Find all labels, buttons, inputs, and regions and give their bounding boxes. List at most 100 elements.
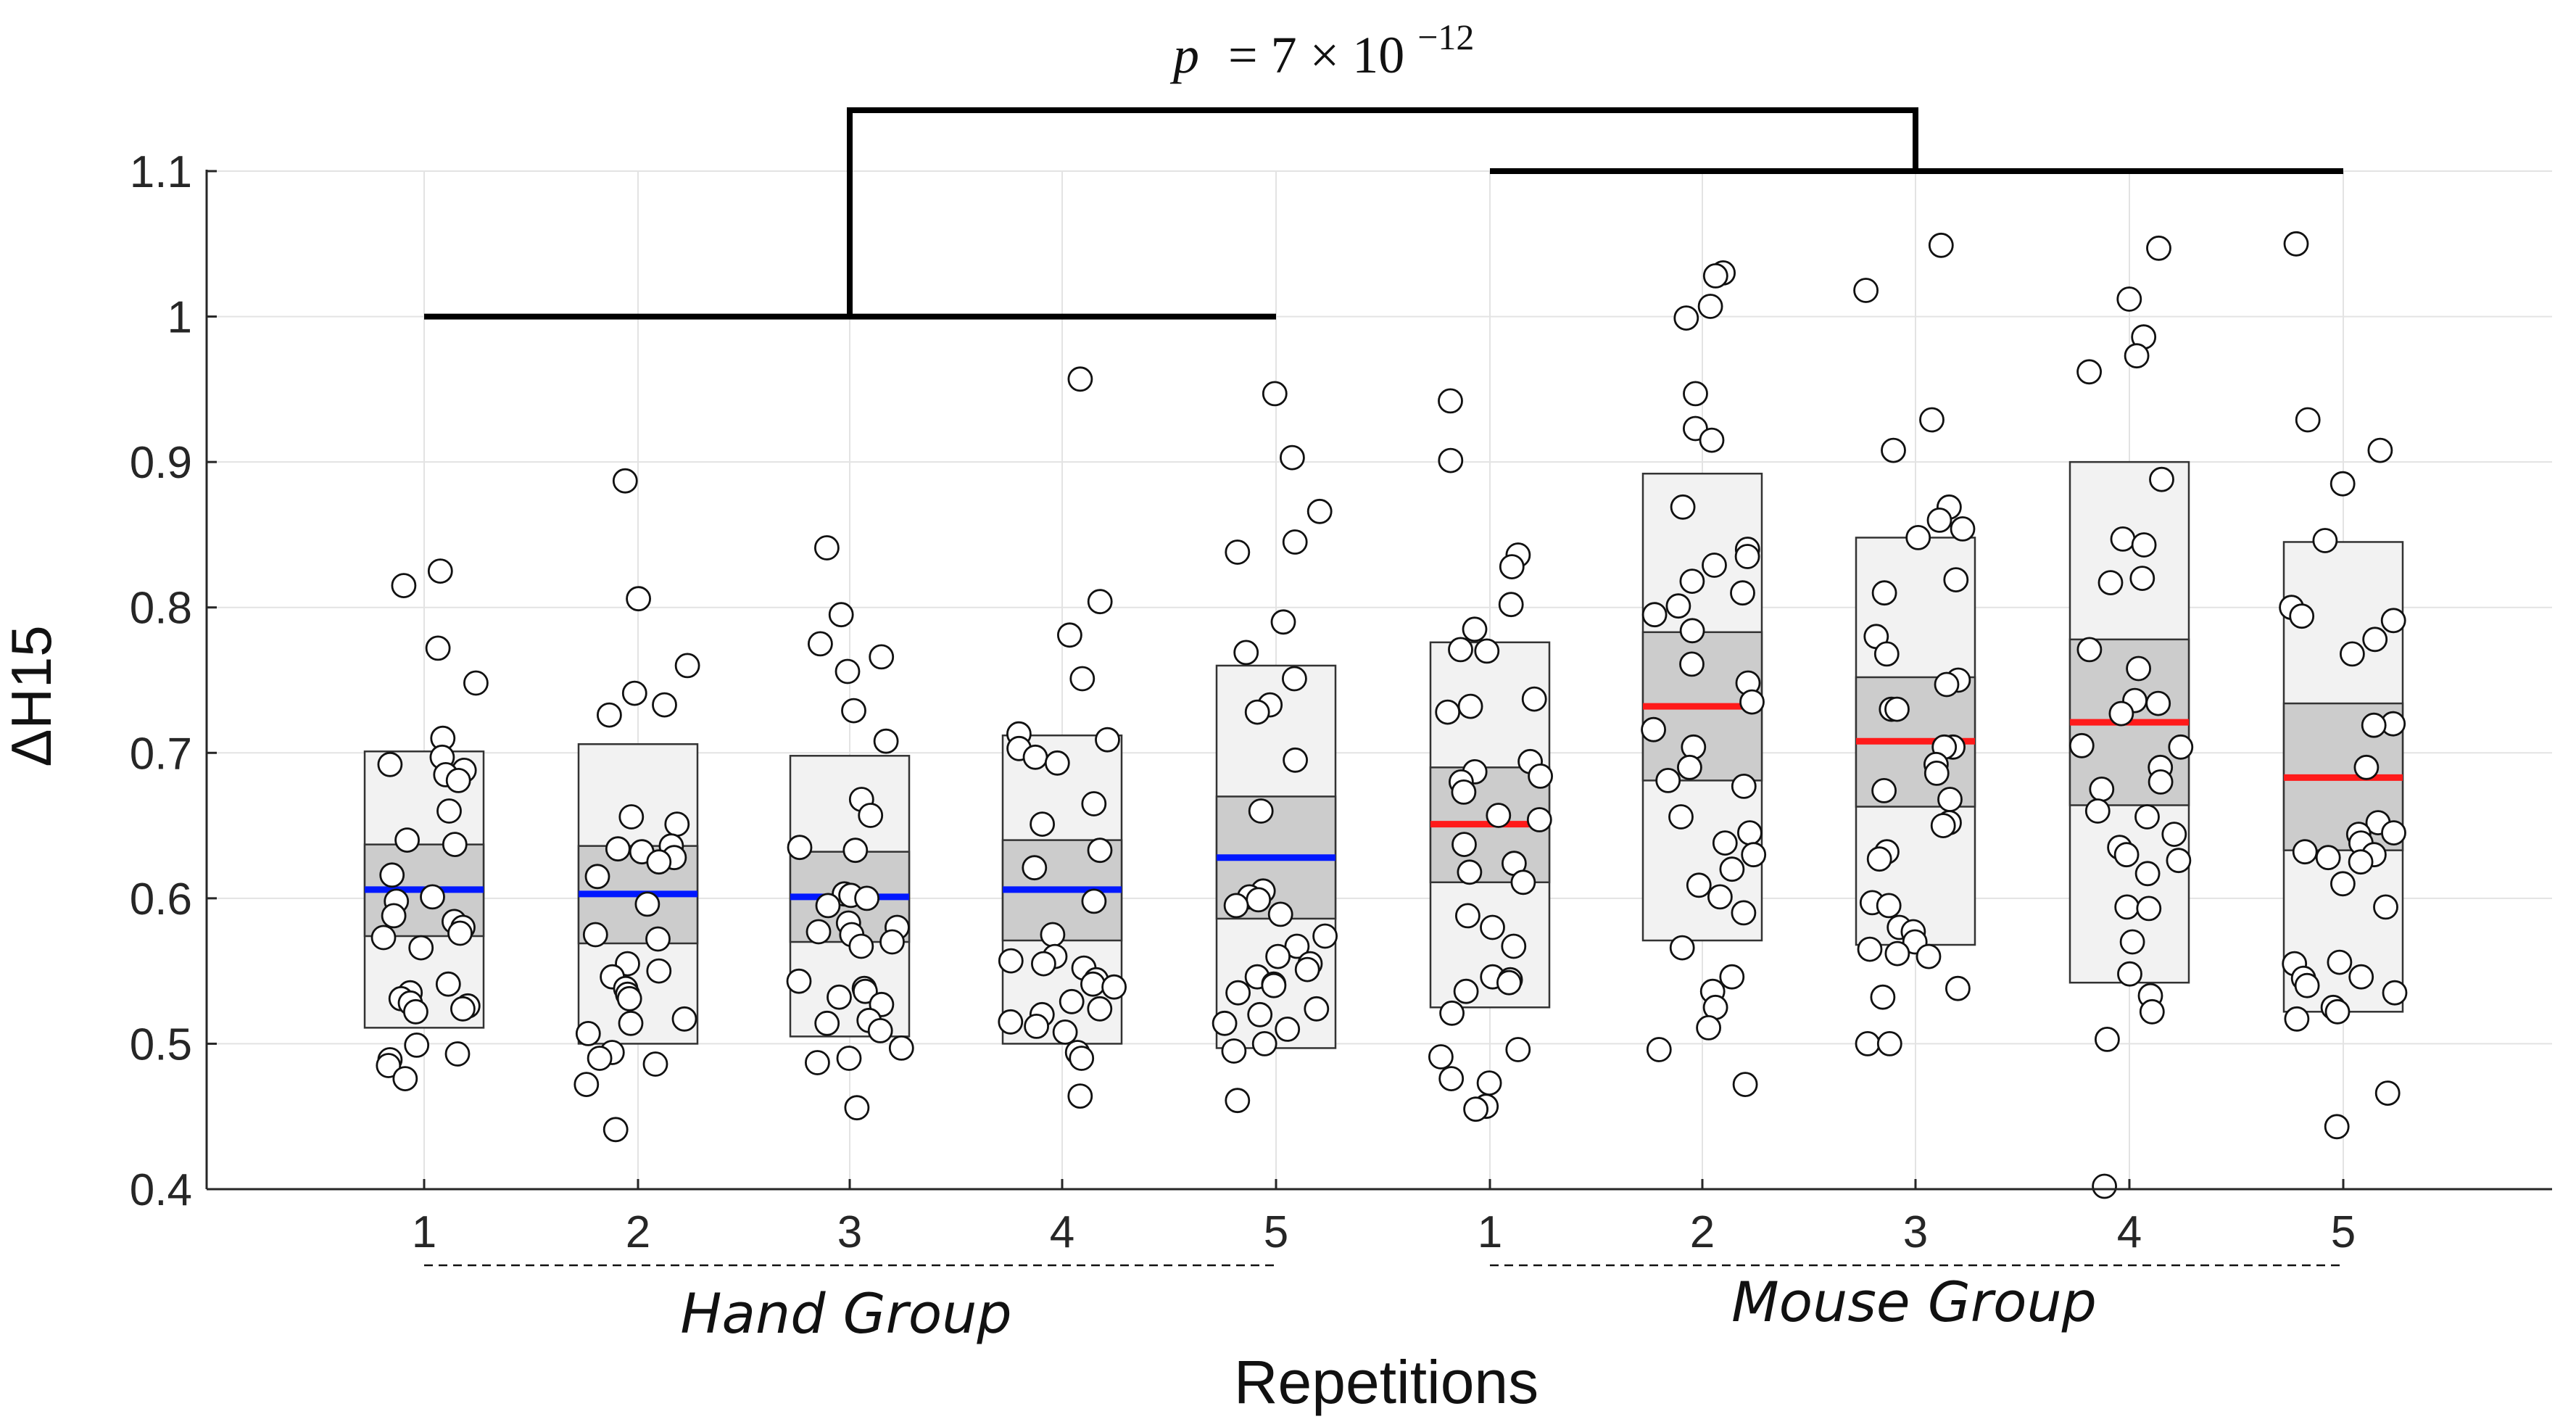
data-point xyxy=(1476,1070,1502,1096)
data-point xyxy=(1669,935,1695,961)
data-point xyxy=(642,1051,668,1077)
y-tick-label: 1.1 xyxy=(130,147,192,197)
data-point xyxy=(2116,286,2142,312)
data-point xyxy=(1641,602,1668,628)
data-point xyxy=(1697,294,1723,319)
data-point xyxy=(1741,842,1767,868)
data-point xyxy=(2134,861,2161,887)
data-point xyxy=(1225,980,1251,1006)
data-point xyxy=(2092,1173,2118,1199)
data-point xyxy=(444,1041,471,1067)
data-point xyxy=(1855,1031,1881,1056)
data-point xyxy=(786,968,812,994)
data-point xyxy=(1455,903,1480,929)
data-point xyxy=(1247,1001,1273,1027)
data-point xyxy=(1251,1031,1277,1056)
data-point xyxy=(873,728,899,754)
y-tick-label: 0.4 xyxy=(130,1165,192,1215)
p-value-exponent: −12 xyxy=(1417,17,1474,57)
data-point xyxy=(587,1046,613,1071)
data-point xyxy=(1462,616,1488,642)
data-point xyxy=(2110,526,2136,552)
gridlines xyxy=(207,170,2552,1190)
data-point xyxy=(1866,846,1892,872)
data-point xyxy=(1480,914,1505,940)
data-point xyxy=(1262,381,1288,407)
data-point xyxy=(1928,232,1954,258)
data-point xyxy=(1022,744,1048,770)
data-point xyxy=(1923,761,1950,786)
data-point xyxy=(853,978,878,1004)
data-point xyxy=(787,835,813,861)
data-point xyxy=(1501,933,1527,959)
data-point xyxy=(1521,686,1547,712)
data-point xyxy=(1095,727,1120,753)
data-point xyxy=(1280,444,1305,471)
data-point xyxy=(1448,637,1473,663)
data-point xyxy=(2146,235,2171,261)
data-point xyxy=(2382,980,2408,1006)
data-point xyxy=(1676,754,1702,780)
data-point xyxy=(1496,969,1522,996)
x-tick-label: 4 xyxy=(1050,1207,1074,1257)
data-point xyxy=(2113,842,2140,868)
y-tick-label: 0.8 xyxy=(130,584,192,634)
data-point xyxy=(1069,1046,1095,1071)
data-point xyxy=(1024,1014,1049,1039)
data-point xyxy=(2295,407,2321,433)
data-point xyxy=(1304,996,1330,1022)
data-point xyxy=(2374,1080,2401,1106)
data-point xyxy=(1730,580,1755,606)
data-point xyxy=(834,658,861,684)
data-point xyxy=(1306,498,1333,524)
data-point xyxy=(1734,544,1760,569)
data-point xyxy=(1876,1031,1902,1056)
data-point xyxy=(404,1033,430,1058)
data-point xyxy=(646,958,672,984)
data-point xyxy=(1857,936,1883,962)
data-point xyxy=(602,1117,629,1143)
data-point xyxy=(436,798,462,824)
data-point xyxy=(394,827,420,853)
data-point xyxy=(1498,592,1524,618)
data-point xyxy=(2136,896,2162,922)
data-point xyxy=(1030,811,1055,837)
x-tick-label: 5 xyxy=(1264,1207,1288,1257)
data-point xyxy=(612,468,638,494)
data-point xyxy=(2367,437,2393,463)
data-point xyxy=(1438,388,1463,414)
data-point xyxy=(582,922,608,948)
data-point xyxy=(879,929,905,955)
data-point xyxy=(1926,508,1952,533)
data-point xyxy=(381,903,407,929)
data-point xyxy=(1499,554,1525,579)
data-point xyxy=(1246,887,1272,913)
data-point xyxy=(605,836,631,862)
data-point xyxy=(2114,894,2140,920)
data-point xyxy=(1022,855,1048,881)
data-points xyxy=(370,231,2408,1199)
data-point xyxy=(2129,566,2155,591)
data-point xyxy=(869,644,895,670)
data-point xyxy=(1884,940,1910,967)
data-point xyxy=(815,893,841,919)
data-point xyxy=(2108,700,2134,727)
data-point xyxy=(1212,1010,1238,1036)
data-point xyxy=(998,1009,1024,1035)
data-point xyxy=(1031,951,1056,977)
data-point xyxy=(2339,641,2365,667)
data-point xyxy=(867,1018,893,1043)
data-point xyxy=(1655,768,1681,793)
data-point xyxy=(1294,956,1320,983)
data-point xyxy=(1080,971,1106,997)
data-point xyxy=(1679,618,1705,644)
data-point xyxy=(1668,804,1694,830)
data-point xyxy=(2168,734,2194,760)
data-point xyxy=(1731,900,1757,926)
data-point xyxy=(2292,839,2318,865)
data-point xyxy=(1087,996,1113,1022)
data-point xyxy=(652,692,677,718)
data-point xyxy=(1937,787,1963,812)
data-point xyxy=(391,573,417,598)
